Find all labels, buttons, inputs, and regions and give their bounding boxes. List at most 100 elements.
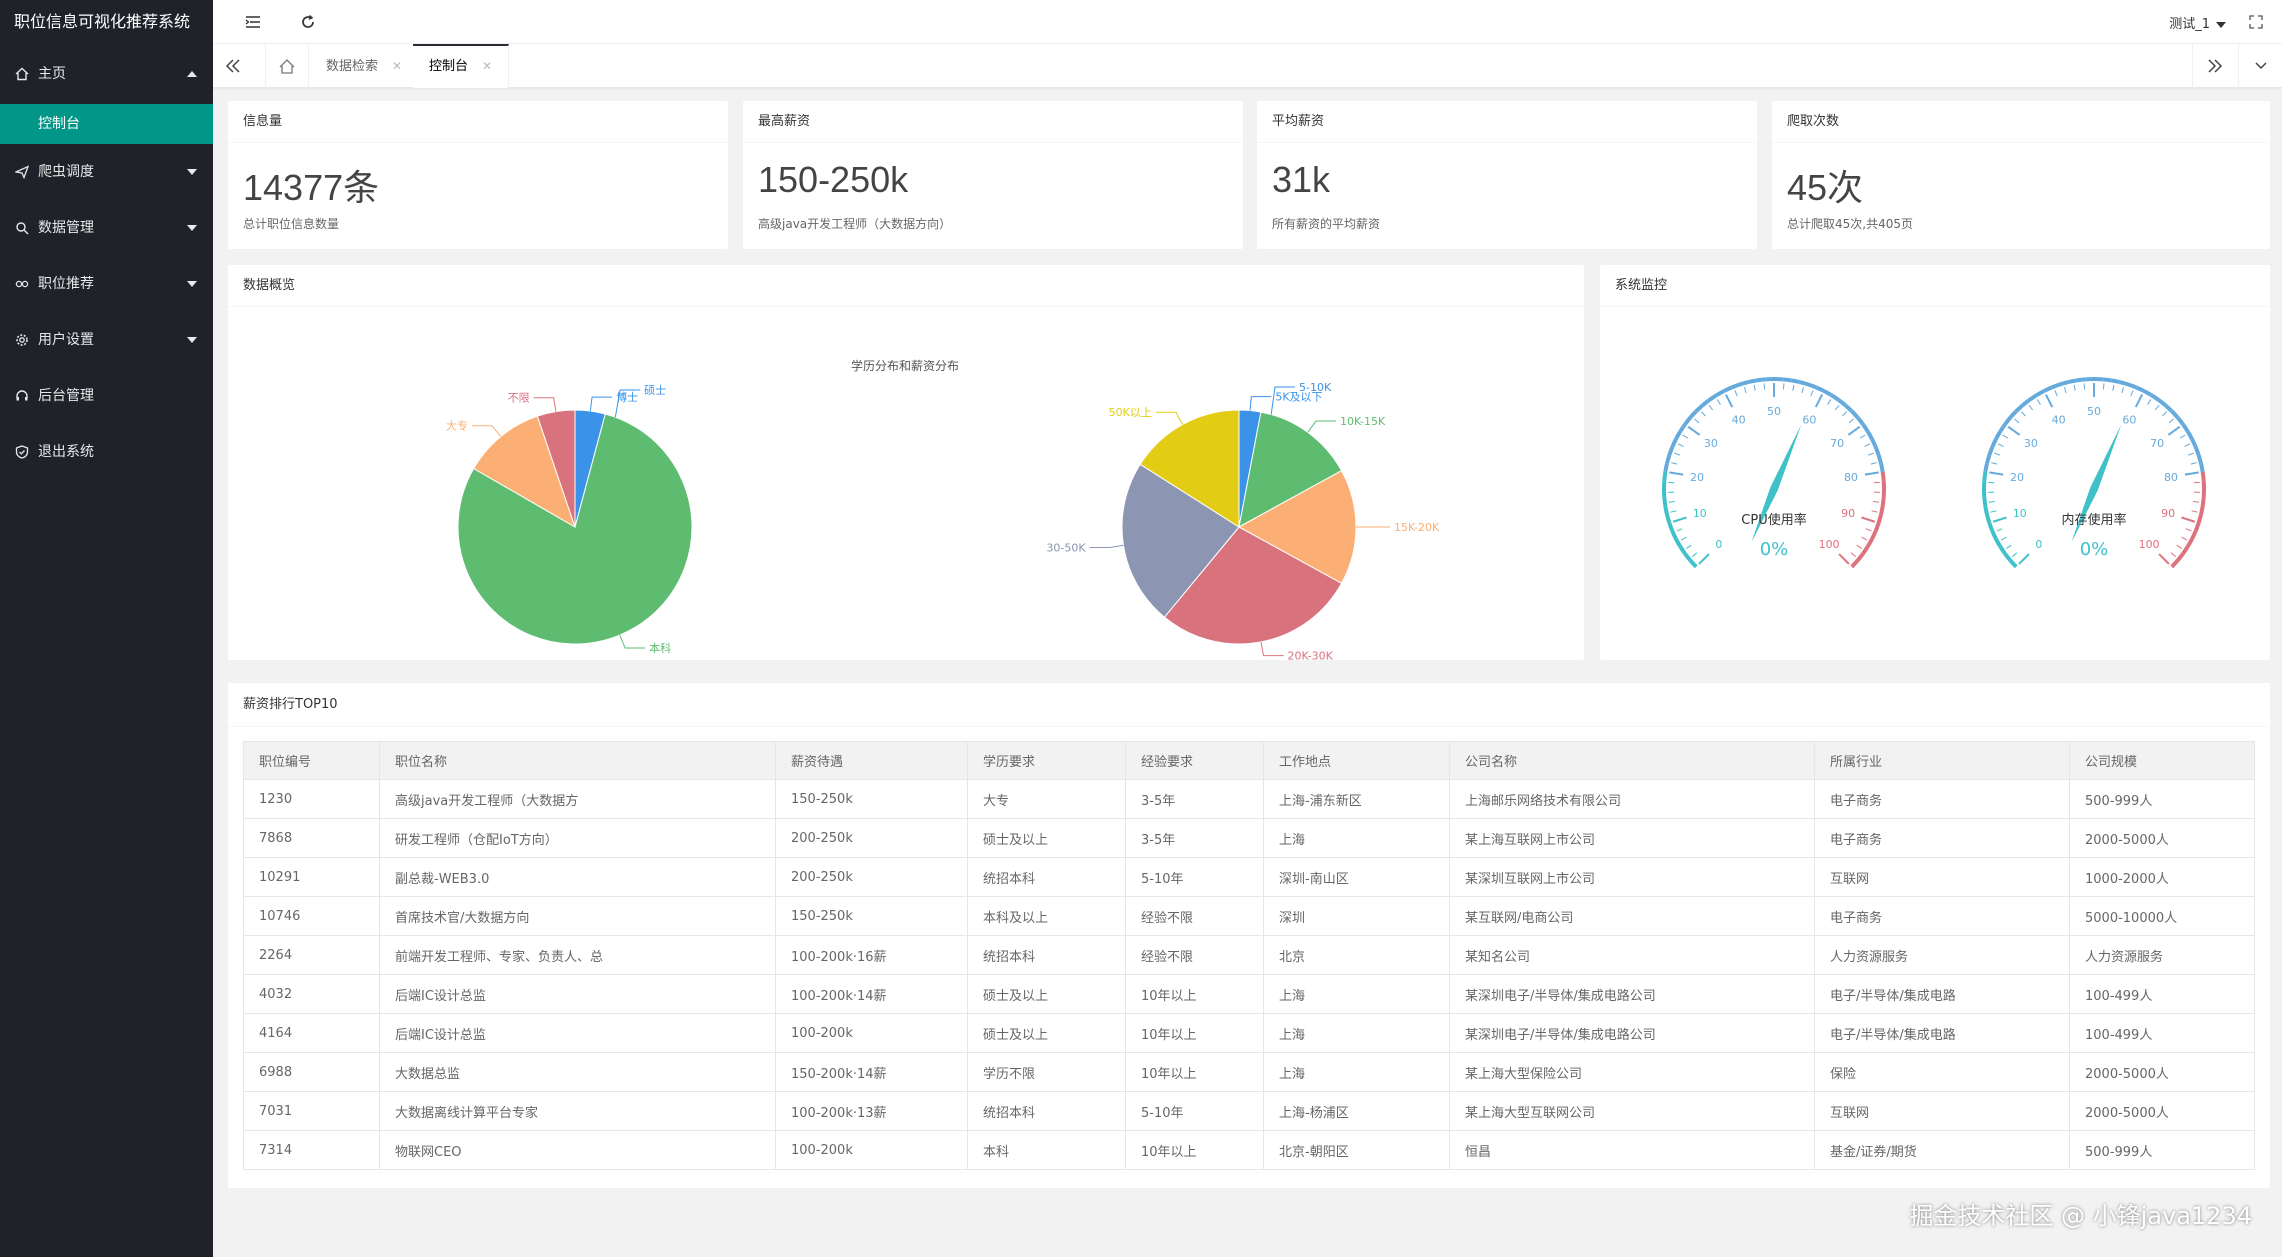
stat-card-info-count: 信息量 14377条 总计职位信息数量 (228, 101, 728, 249)
table-row[interactable]: 4032 后端IC设计总监 100-200k·14薪 硕士及以上 10年以上 上海 某深圳电… (243, 974, 2255, 1014)
data-overview-card: 数据概览 学历分布和薪资分布 博士 硕士 本科 大专 不限 5K及以下 5-10K 10K-1… (228, 265, 1584, 660)
gauge-tick-label: 0 (2035, 538, 2042, 551)
table-row[interactable]: 4164 后端IC设计总监 100-200k 硕士及以上 10年以上 上海 某深圳电子/半导… (243, 1013, 2255, 1053)
sidebar-item-data[interactable]: 数据管理 (0, 200, 213, 256)
fullscreen-icon[interactable] (2246, 12, 2266, 32)
tab-data-search[interactable]: 数据检索 ✕ (310, 44, 420, 88)
gauge-value: 0% (2080, 539, 2109, 560)
gauge-arc (1694, 403, 1704, 413)
gauge-tick (1861, 536, 1868, 541)
gauge-tick-label: 50 (2087, 405, 2101, 418)
gauge-arc (1823, 389, 1833, 397)
pie-slice[interactable] (536, 409, 576, 528)
tabs-scroll-left-icon[interactable] (225, 44, 249, 88)
gauge-tick (1743, 387, 1747, 394)
pie-slice[interactable] (1121, 463, 1240, 618)
chevron-up-icon (187, 71, 197, 77)
table-cell: 某上海大型互联网公司 (1449, 1091, 1815, 1131)
gauge-arc (1670, 530, 1678, 540)
table-cell: 上海 (1263, 1013, 1450, 1053)
card-title: 爬取次数 (1772, 101, 2270, 143)
table-row[interactable]: 6988 大数据总监 150-200k·14薪 学历不限 10年以上 上海 某上海大型保险公… (243, 1052, 2255, 1092)
gauge-tick (2014, 418, 2020, 424)
table-cell: 深圳 (1263, 896, 1450, 936)
pie-slice[interactable] (1163, 526, 1343, 645)
app-title: 职位信息可视化推荐系统 (0, 0, 213, 44)
gauge-tick (2018, 553, 2030, 565)
gauge-tick-label: 10 (2013, 507, 2027, 520)
gauge-arc (2157, 398, 2167, 407)
table-row[interactable]: 1230 高级java开发工程师（大数据方 150-250k 大专 3-5年 上海-浦东新… (243, 779, 2255, 819)
close-icon[interactable]: ✕ (392, 59, 403, 73)
gauge-tick (1792, 384, 1795, 391)
pie-slice[interactable] (1139, 409, 1240, 528)
table-row[interactable]: 7868 研发工程师（仓配IoT方向） 200-250k 硕士及以上 3-5年 上海 某上海… (243, 818, 2255, 858)
gauge-tick (1694, 418, 1700, 424)
refresh-icon[interactable] (298, 12, 318, 32)
gauge-tick (1687, 425, 1701, 436)
gauge-tick (1994, 452, 2001, 456)
gauge-tick (1861, 516, 1876, 523)
gauge-arc (1663, 505, 1669, 516)
stat-value: 150-250k (758, 159, 909, 200)
column-header: 职位名称 (379, 741, 776, 780)
stat-subtitle: 所有薪资的平均薪资 (1272, 217, 1381, 231)
column-header: 学历要求 (967, 741, 1126, 780)
sidebar-item-admin[interactable]: 后台管理 (0, 368, 213, 424)
table-cell: 2000-5000人 (2069, 818, 2255, 858)
table-cell: 150-250k (775, 896, 968, 936)
sidebar-item-label: 后台管理 (38, 388, 94, 404)
gauge-tick (2012, 552, 2018, 557)
tab-home-icon[interactable] (265, 44, 309, 88)
gauge-tick (1838, 553, 1850, 565)
gauge-arc (1830, 393, 1840, 402)
gauge-tick (1801, 387, 1805, 394)
gauge-tick (1827, 399, 1832, 405)
gauge-arc (1987, 446, 1995, 456)
sidebar-item-recommend[interactable]: 职位推荐 (0, 256, 213, 312)
gauge-arc (1815, 385, 1825, 393)
pie-slice[interactable] (457, 413, 693, 645)
sidebar-item-home[interactable]: 主页 (0, 44, 213, 104)
gauge-tick (1708, 404, 1714, 411)
table-row[interactable]: 2264 前端开发工程师、专家、负责人、总 100-200k·16薪 统招本科 经验不限… (243, 935, 2255, 975)
gauge-arc (2067, 378, 2078, 384)
gauge-arc (1861, 423, 1870, 433)
table-row[interactable]: 10291 副总裁-WEB3.0 200-250k 统招本科 5-10年 深圳-南山区 某深… (243, 857, 2255, 897)
gauge-arc (1987, 522, 1995, 532)
gauge-tick (2112, 384, 2115, 391)
sidebar-item-user-settings[interactable]: 用户设置 (0, 312, 213, 368)
gauge-arc (2127, 382, 2137, 390)
gauge-tick (1692, 552, 1698, 557)
gauge-tick (1873, 501, 1880, 503)
table-cell: 4032 (243, 974, 380, 1014)
table-cell: 10年以上 (1125, 1013, 1264, 1053)
tabs-more-icon[interactable] (2238, 44, 2282, 88)
gauge-tick (1753, 384, 1756, 391)
user-menu[interactable]: 测试_1 (2169, 13, 2226, 32)
sidebar-subitem-console[interactable]: 控制台 (0, 104, 213, 144)
menu-toggle-icon[interactable] (243, 12, 263, 32)
system-gauges: 0 10 20 30 40 50 60 70 80 90 100 CPU使用率 0% 0 10 20 30 40 5… (1662, 377, 2206, 569)
table-row[interactable]: 7031 大数据离线计算平台专家 100-200k·13薪 统招本科 5-10年 上海-杨… (243, 1091, 2255, 1131)
gauge-tick (1669, 471, 1684, 476)
table-cell: 互联网 (1814, 1091, 2070, 1131)
close-icon[interactable]: ✕ (482, 59, 493, 73)
table-cell: 电子商务 (1814, 896, 2070, 936)
gauge-arc (2181, 545, 2190, 555)
table-cell: 首席技术官/大数据方向 (379, 896, 776, 936)
tab-console[interactable]: 控制台 ✕ (413, 44, 510, 88)
gauge-arc (1876, 454, 1883, 464)
table-cell: 某深圳互联网上市公司 (1449, 857, 1815, 897)
table-cell: 5000-10000人 (2069, 896, 2255, 936)
tabs-scroll-right-icon[interactable] (2192, 44, 2236, 88)
sidebar-item-logout[interactable]: 退出系统 (0, 424, 213, 480)
table-row[interactable]: 7314 物联网CEO 100-200k 本科 10年以上 北京-朝阳区 恒昌 基金/证券/期… (243, 1130, 2255, 1170)
sidebar-item-crawler[interactable]: 爬虫调度 (0, 144, 213, 200)
salary-table-wrapper: 职位编号 职位名称 薪资待遇 学历要求 经验要求 工作地点 公司名称 所属行业 公司规模 123… (243, 741, 2255, 1170)
table-row[interactable]: 10746 首席技术官/大数据方向 150-250k 本科及以上 经验不限 深圳 某互联网/… (243, 896, 2255, 936)
pie-label-line (589, 396, 613, 412)
table-cell: 上海-杨浦区 (1263, 1091, 1450, 1131)
gauge-arc (1880, 497, 1886, 507)
